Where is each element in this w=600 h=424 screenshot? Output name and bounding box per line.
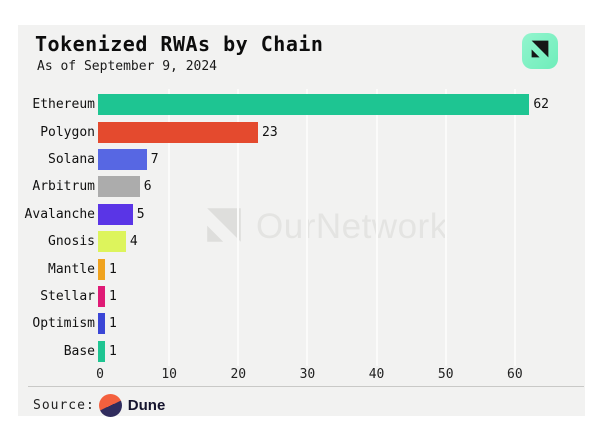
- bar-track: 1: [98, 338, 585, 365]
- gridline-x-30: [306, 89, 309, 366]
- bar-row-base: Base 1: [18, 338, 585, 365]
- bar-row-ethereum: Ethereum 62: [18, 91, 585, 118]
- bar-chart: Ethereum 62 Polygon 23 Solana 7 Arbitrum 6 Avala…: [18, 91, 585, 365]
- x-axis-tick-20: 20: [230, 367, 247, 382]
- bar-value-stellar: 1: [108, 289, 117, 305]
- bar-label-gnosis: Gnosis: [48, 234, 95, 250]
- bar-row-optimism: Optimism 1: [18, 310, 585, 337]
- x-axis-tick-0: 0: [96, 367, 104, 382]
- bar-track: 1: [98, 283, 585, 310]
- bar-base: [98, 340, 105, 362]
- bar-track: 1: [98, 310, 585, 337]
- bar-track: 6: [98, 173, 585, 200]
- bar-value-avalanche: 5: [136, 206, 145, 222]
- bar-value-base: 1: [108, 343, 117, 359]
- bar-polygon: [98, 121, 258, 143]
- bar-label-optimism: Optimism: [32, 316, 95, 332]
- dune-logo-icon: [98, 394, 122, 417]
- bar-value-polygon: 23: [262, 124, 278, 140]
- bar-optimism: [98, 313, 105, 335]
- footer-divider: [28, 386, 584, 387]
- bar-label-avalanche: Avalanche: [24, 206, 95, 222]
- bar-track: 62: [98, 91, 585, 118]
- bar-avalanche: [98, 203, 133, 225]
- bar-label-base: Base: [63, 343, 95, 359]
- bar-track: 7: [98, 146, 585, 173]
- x-axis-tick-40: 40: [368, 367, 385, 382]
- gridline-x-20: [237, 89, 240, 366]
- bar-track: 23: [98, 118, 585, 145]
- bar-value-gnosis: 4: [129, 234, 138, 250]
- chart-card: Tokenized RWAs by Chain As of September …: [18, 25, 585, 417]
- bar-label-mantle: Mantle: [48, 261, 95, 277]
- gridline-x-10: [168, 89, 171, 366]
- bar-label-polygon: Polygon: [40, 124, 95, 140]
- source-label: Source:: [33, 398, 95, 413]
- bar-label-solana: Solana: [48, 152, 95, 168]
- bar-stellar: [98, 286, 105, 308]
- gridline-x-60: [513, 89, 516, 366]
- ournetwork-logo-badge: [522, 33, 558, 69]
- bar-track: 5: [98, 201, 585, 228]
- bar-mantle: [98, 258, 105, 280]
- bar-row-arbitrum: Arbitrum 6: [18, 173, 585, 200]
- bar-solana: [98, 149, 147, 171]
- x-axis-tick-50: 50: [437, 367, 454, 382]
- bar-track: 4: [98, 228, 585, 255]
- bar-value-mantle: 1: [108, 261, 117, 277]
- bar-label-arbitrum: Arbitrum: [32, 179, 95, 195]
- bar-value-solana: 7: [150, 152, 159, 168]
- bar-value-optimism: 1: [108, 316, 117, 332]
- bar-gnosis: [98, 231, 126, 253]
- x-axis-tick-10: 10: [161, 367, 177, 382]
- x-axis-tick-30: 30: [299, 367, 316, 382]
- ournetwork-logo-icon: [529, 38, 551, 64]
- bar-ethereum: [98, 94, 530, 116]
- bar-value-ethereum: 62: [533, 97, 549, 113]
- bar-label-ethereum: Ethereum: [32, 97, 95, 113]
- bar-row-mantle: Mantle 1: [18, 255, 585, 282]
- bar-row-stellar: Stellar 1: [18, 283, 585, 310]
- bar-label-stellar: Stellar: [40, 289, 95, 305]
- gridline-x-50: [444, 89, 447, 366]
- chart-subtitle: As of September 9, 2024: [37, 59, 218, 74]
- source-name: Dune: [127, 397, 166, 414]
- bar-row-gnosis: Gnosis 4: [18, 228, 585, 255]
- bar-row-solana: Solana 7: [18, 146, 585, 173]
- bar-row-avalanche: Avalanche 5: [18, 201, 585, 228]
- plot-gridlines: [100, 89, 584, 366]
- bar-value-arbitrum: 6: [143, 179, 152, 195]
- x-axis-tick-60: 60: [507, 367, 523, 382]
- chart-title: Tokenized RWAs by Chain: [35, 32, 324, 56]
- bar-arbitrum: [98, 176, 140, 198]
- source-attribution: Source: Dune: [33, 394, 165, 417]
- bar-row-polygon: Polygon 23: [18, 118, 585, 145]
- bar-track: 1: [98, 255, 585, 282]
- gridline-x-40: [375, 89, 378, 366]
- x-axis: 0 10 20 30 40 50 60: [96, 367, 584, 383]
